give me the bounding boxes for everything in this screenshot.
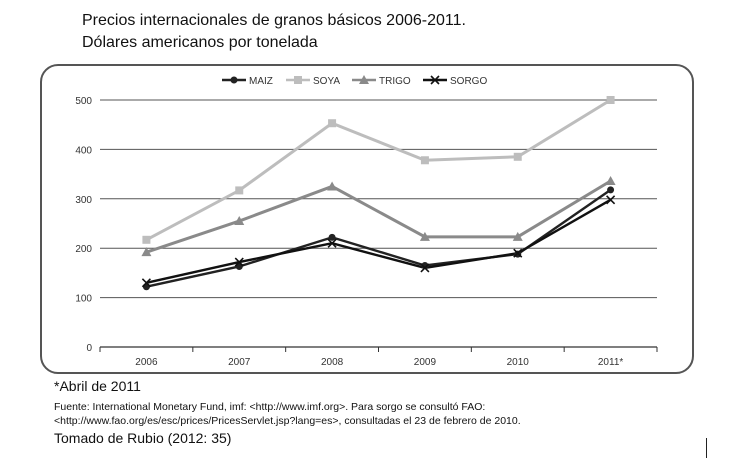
footnote: *Abril de 2011 <box>54 378 141 394</box>
y-tick-label: 300 <box>75 195 92 206</box>
chart-frame <box>40 64 694 374</box>
data-point-maiz <box>328 233 336 241</box>
data-point-trigo <box>141 247 152 257</box>
source-line-2: <http://www.fao.org/es/esc/prices/Prices… <box>54 415 521 427</box>
data-point-trigo <box>605 176 616 186</box>
series-line-sorgo <box>146 198 612 284</box>
data-point-maiz <box>230 76 238 84</box>
data-point-soya <box>420 156 429 165</box>
x-tick-label: 2007 <box>228 357 251 368</box>
data-point-soya <box>606 96 615 104</box>
data-point-trigo <box>512 231 523 241</box>
series-line-trigo <box>145 179 612 254</box>
series-line-soya <box>145 98 612 242</box>
data-point-soya <box>142 235 151 244</box>
data-point-sorgo <box>420 263 430 273</box>
x-tick-label: 2011* <box>598 357 624 368</box>
data-point-soya <box>328 119 337 128</box>
citation: Tomado de Rubio (2012: 35) <box>54 430 232 446</box>
line-chart: 0 100 200 300 400 500 2006 2007 2008 2009 2010 2011… <box>75 75 658 368</box>
data-point-soya <box>235 186 244 195</box>
chart-title: Precios internacionales de granos básico… <box>82 10 466 54</box>
legend-label-sorgo: SORGO <box>450 76 487 87</box>
data-point-sorgo <box>430 75 440 85</box>
data-point-sorgo <box>234 257 244 267</box>
data-point-sorgo <box>606 195 616 205</box>
data-point-soya <box>513 152 522 161</box>
x-tick-label: 2009 <box>414 357 437 368</box>
x-tick-label: 2008 <box>321 357 344 368</box>
y-tick-label: 500 <box>75 96 92 107</box>
x-tick-label: 2006 <box>135 357 158 368</box>
y-tick-label: 0 <box>86 343 92 354</box>
data-point-trigo <box>327 181 338 191</box>
data-point-soya <box>294 76 302 84</box>
source-line-1: Fuente: International Monetary Fund, imf… <box>54 401 486 413</box>
data-point-sorgo <box>513 248 523 258</box>
y-tick-label: 200 <box>75 244 92 255</box>
legend-label-soya: SOYA <box>313 76 340 87</box>
data-point-maiz <box>607 186 615 194</box>
x-tick-label: 2010 <box>507 357 530 368</box>
y-tick-label: 400 <box>75 145 92 156</box>
data-point-trigo <box>419 231 430 241</box>
data-point-sorgo <box>327 238 337 248</box>
y-tick-label: 100 <box>75 294 92 305</box>
legend-label-maiz: MAIZ <box>249 76 273 87</box>
text-cursor <box>706 438 707 458</box>
title-line-1: Precios internacionales de granos básico… <box>82 12 466 29</box>
legend-label-trigo: TRIGO <box>379 76 411 87</box>
title-line-2: Dólares americanos por tonelada <box>82 34 318 51</box>
data-point-trigo <box>234 216 245 226</box>
data-point-sorgo <box>141 278 151 288</box>
data-point-trigo <box>359 75 369 84</box>
